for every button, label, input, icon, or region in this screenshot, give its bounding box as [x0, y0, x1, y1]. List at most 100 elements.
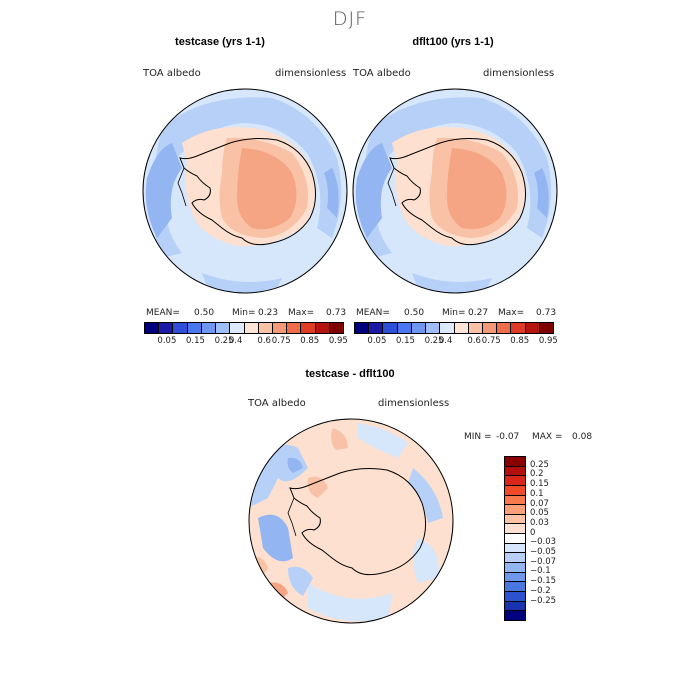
- right-panel-title: dflt100 (yrs 1-1): [412, 36, 494, 48]
- diff-colorbar-swatch: [505, 534, 525, 544]
- diff-colorbar-tick-label: −0.2: [530, 585, 551, 596]
- diff-colorbar-tick-label: 0: [530, 527, 536, 538]
- diff-colorbar-swatch: [505, 563, 525, 573]
- colorbar-tick-label: 0.75: [481, 336, 501, 346]
- diff-units-label: dimensionless: [378, 398, 450, 409]
- diff-colorbar-tick-label: 0.07: [530, 498, 549, 509]
- colorbar-swatch: [369, 323, 384, 333]
- colorbar-tick-label: 0.95: [538, 336, 558, 346]
- diff-polar-map: [248, 418, 454, 624]
- colorbar-swatch: [440, 323, 455, 333]
- diff-colorbar-swatch: [505, 611, 525, 620]
- left-max-value: 0.73: [326, 308, 347, 318]
- colorbar-swatch: [287, 323, 302, 333]
- right-mean-value: 0.50: [404, 308, 425, 318]
- diff-colorbar-tick-label: 0.2: [530, 469, 544, 480]
- left-variable-label: TOA albedo: [143, 68, 201, 79]
- diff-colorbar-tick-label: 0.1: [530, 488, 544, 499]
- diff-colorbar-swatch: [505, 476, 525, 486]
- colorbar-swatch: [145, 323, 160, 333]
- colorbar-tick-label: 0.85: [300, 336, 320, 346]
- diff-colorbar-tick-label: −0.1: [530, 566, 551, 577]
- left-min-label: Min=: [232, 308, 256, 318]
- left-min-value: 0.23: [258, 308, 279, 318]
- left-colorbar-ticks: 0.05 0.15 0.25 0.4 0.6 0.75 0.85 0.95: [144, 336, 347, 348]
- diff-colorbar-tick-label: 0.25: [530, 459, 549, 470]
- colorbar-swatch: [187, 323, 202, 333]
- diff-colorbar-swatch: [505, 485, 525, 496]
- colorbar-swatch: [329, 323, 344, 333]
- diff-colorbar-ticks: 0.25 0.2 0.15 0.1 0.07 0.05 0.03 0 −0.03 −0.05 −0.…: [530, 456, 590, 621]
- colorbar-swatch: [511, 323, 526, 333]
- diff-colorbar-tick-label: −0.25: [530, 595, 557, 606]
- right-max-label: Max=: [498, 308, 525, 318]
- colorbar-tick-label: 0.6: [467, 336, 481, 346]
- colorbar-swatch: [315, 323, 330, 333]
- diff-colorbar-tick-label: 0.05: [530, 508, 549, 519]
- colorbar-tick-label: 0.95: [328, 336, 348, 346]
- colorbar-tick-label: 0.15: [396, 336, 415, 346]
- colorbar-tick-label: 0.75: [271, 336, 291, 346]
- left-units-label: dimensionless: [275, 68, 347, 79]
- right-variable-label: TOA albedo: [353, 68, 411, 79]
- diff-colorbar-tick-label: −0.07: [530, 556, 557, 567]
- colorbar-tick-label: 0.05: [157, 336, 177, 346]
- colorbar-swatch: [482, 323, 498, 333]
- right-polar-map: [352, 88, 558, 294]
- colorbar-swatch: [301, 323, 316, 333]
- colorbar-swatch: [454, 323, 469, 333]
- colorbar-swatch: [397, 323, 412, 333]
- diff-colorbar-swatch: [505, 466, 525, 477]
- diff-colorbar-tick-label: −0.05: [530, 547, 557, 558]
- diff-min-label: MIN =: [464, 432, 492, 442]
- colorbar-swatch: [468, 323, 483, 333]
- left-polar-map: [142, 88, 348, 294]
- diff-colorbar-tick-label: 0.03: [530, 517, 549, 528]
- diff-colorbar-swatch: [505, 514, 525, 525]
- colorbar-swatch: [411, 323, 427, 333]
- diff-colorbar-swatch: [505, 505, 525, 515]
- diff-colorbar-tick-label: −0.03: [530, 537, 557, 548]
- colorbar-swatch: [159, 323, 174, 333]
- colorbar-tick-label: 0.15: [186, 336, 205, 346]
- colorbar-swatch: [539, 323, 554, 333]
- diff-colorbar-swatch: [505, 543, 525, 554]
- colorbar-swatch: [244, 323, 259, 333]
- right-colorbar: [354, 322, 554, 334]
- colorbar-swatch: [383, 323, 398, 333]
- colorbar-swatch: [230, 323, 245, 333]
- diff-max-label: MAX =: [532, 432, 563, 442]
- left-panel-title: testcase (yrs 1-1): [175, 36, 265, 48]
- colorbar-tick-label: 0.85: [510, 336, 530, 346]
- colorbar-swatch: [355, 323, 370, 333]
- diff-variable-label: TOA albedo: [248, 398, 306, 409]
- colorbar-tick-label: 0.4: [228, 336, 243, 346]
- right-min-label: Min=: [442, 308, 466, 318]
- diff-max-value: 0.08: [572, 432, 593, 442]
- left-mean-value: 0.50: [194, 308, 215, 318]
- colorbar-swatch: [525, 323, 540, 333]
- colorbar-swatch: [497, 323, 512, 333]
- colorbar-swatch: [216, 323, 231, 333]
- right-mean-label: MEAN=: [356, 308, 390, 318]
- diff-colorbar-swatch: [505, 495, 525, 506]
- diff-colorbar-swatch: [505, 591, 525, 602]
- right-min-value: 0.27: [468, 308, 489, 318]
- page-title: DJF: [332, 8, 368, 30]
- diff-colorbar-swatch: [505, 457, 525, 467]
- colorbar-swatch: [258, 323, 273, 333]
- colorbar-swatch: [173, 323, 188, 333]
- diff-colorbar-tick-label: −0.15: [530, 576, 557, 587]
- left-mean-label: MEAN=: [146, 308, 180, 318]
- right-units-label: dimensionless: [483, 68, 555, 79]
- colorbar-swatch: [201, 323, 217, 333]
- colorbar-tick-label: 0.4: [438, 336, 453, 346]
- diff-colorbar-swatch: [505, 572, 525, 583]
- diff-panel-title: testcase - dflt100: [305, 368, 395, 380]
- colorbar-swatch: [426, 323, 441, 333]
- diff-colorbar-swatch: [505, 582, 525, 592]
- diff-colorbar-swatch: [505, 524, 525, 535]
- left-max-label: Max=: [288, 308, 315, 318]
- colorbar-swatch: [272, 323, 288, 333]
- left-colorbar: [144, 322, 344, 334]
